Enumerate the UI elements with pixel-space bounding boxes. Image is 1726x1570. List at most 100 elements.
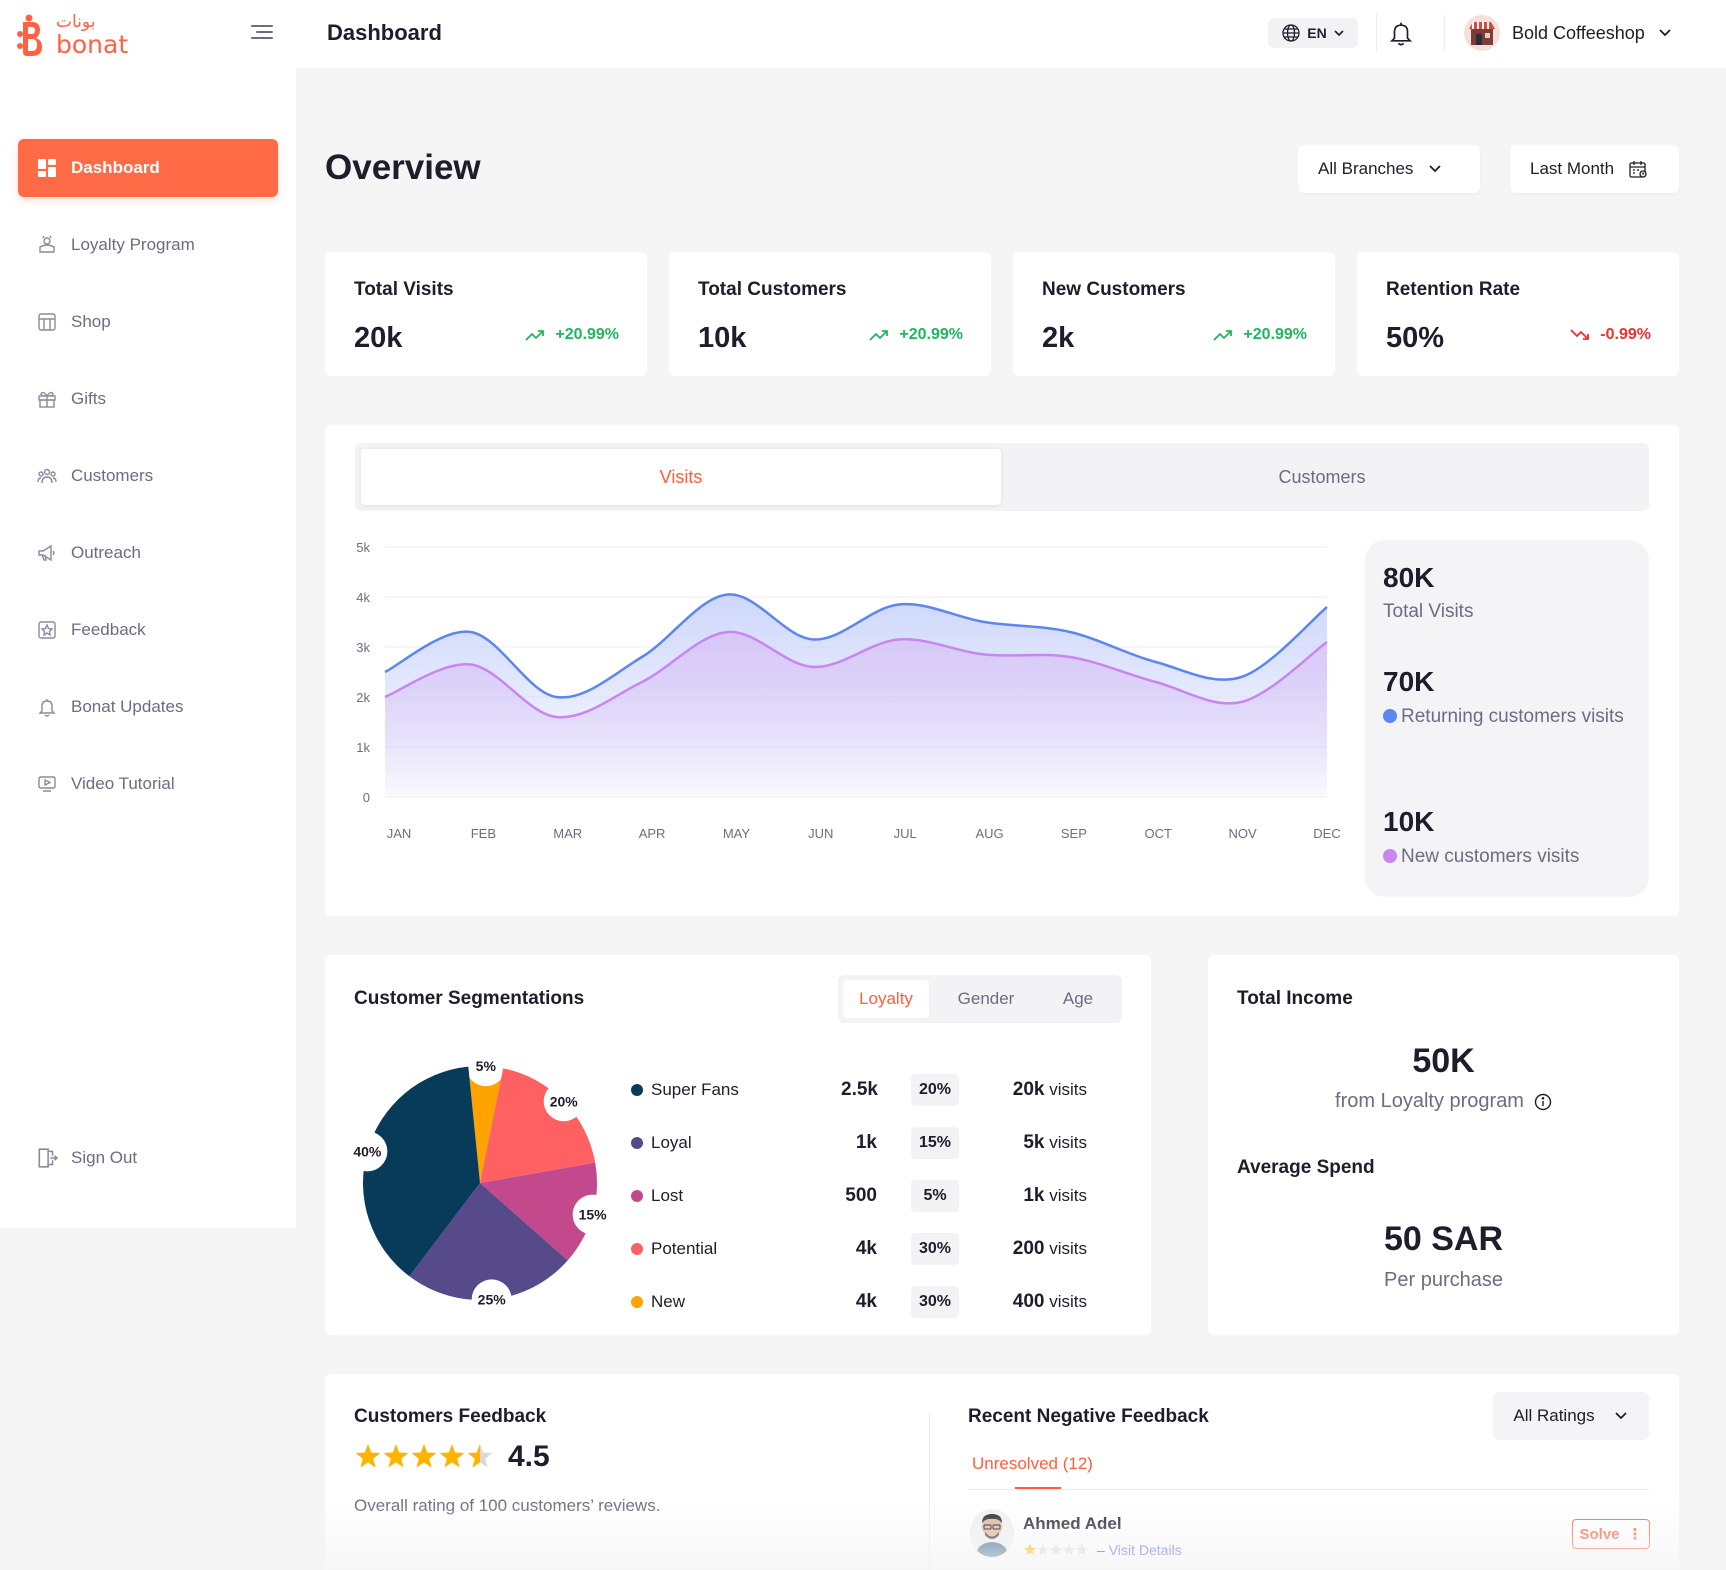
sidebar-item-feedback[interactable]: Feedback — [18, 601, 278, 659]
menu-collapse-icon[interactable] — [250, 22, 274, 42]
segment-name: Potential — [631, 1239, 841, 1259]
legend-dot-returning — [1383, 709, 1397, 723]
tab-unresolved[interactable]: Unresolved (12) — [972, 1454, 1093, 1473]
visit-details-link[interactable]: Visit Details — [1108, 1542, 1182, 1558]
new-visits-legend: New customers visits — [1383, 839, 1579, 874]
language-code: EN — [1307, 25, 1327, 41]
kpi-title: Total Customers — [698, 279, 847, 300]
kpi-change-value: +20.99% — [555, 326, 619, 343]
page-heading: Dashboard — [327, 20, 442, 45]
x-tick-label: APR — [639, 826, 666, 841]
pie-label: 15% — [579, 1207, 608, 1223]
gift-icon — [36, 388, 58, 410]
sidebar-item-customers[interactable]: Customers — [18, 447, 278, 505]
segment-name: Super Fans — [631, 1080, 841, 1100]
x-tick-label: DEC — [1313, 826, 1340, 841]
segmentation-pie-chart: 5% 20% 15% 25% 40% — [350, 1053, 610, 1313]
new-visits-label: New customers visits — [1401, 846, 1580, 867]
tab-customers[interactable]: Customers — [1278, 466, 1366, 487]
income-title: Total Income — [1237, 988, 1353, 1009]
segment-row: Lost 500 5% 1k visits — [631, 1176, 1131, 1216]
pie-label: 25% — [478, 1291, 507, 1307]
ratings-filter-dropdown[interactable]: All Ratings — [1493, 1392, 1649, 1440]
sidebar-item-label: Outreach — [71, 543, 141, 562]
language-selector[interactable]: EN — [1268, 18, 1358, 48]
tabs-divider — [968, 1489, 1649, 1490]
chart-tabs: Visits Customers — [355, 443, 1649, 511]
segment-name: Lost — [631, 1186, 841, 1206]
tab-loyalty[interactable]: Loyalty — [843, 980, 929, 1018]
sign-out-button[interactable]: Sign Out — [36, 1147, 137, 1169]
sidebar-item-gifts[interactable]: Gifts — [18, 370, 278, 428]
period-filter-button[interactable]: Last Month — [1510, 145, 1679, 193]
segment-visits: 20k visits — [979, 1079, 1087, 1101]
sign-out-icon — [38, 1148, 58, 1168]
kpi-change: +20.99% — [869, 326, 963, 344]
notification-bell-icon[interactable] — [1388, 20, 1414, 46]
kpi-value: 20k — [354, 322, 403, 354]
star-icon — [1023, 1543, 1037, 1556]
kpi-card-total-customers: Total Customers 10k +20.99% — [669, 252, 991, 376]
segment-row: Potential 4k 30% 200 visits — [631, 1229, 1131, 1269]
tab-age[interactable]: Age — [1062, 989, 1094, 1008]
solve-button[interactable]: Solve ⋮ — [1572, 1519, 1650, 1549]
period-filter-label: Last Month — [1530, 159, 1615, 178]
visits-area-chart: 0 1k 2k 3k 4k 5k JAN FEB MAR APR MAY JUN JUL AUG SEP OC… — [356, 540, 1340, 841]
sidebar-item-outreach[interactable]: Outreach — [18, 524, 278, 582]
pie-label-bubble — [543, 1081, 584, 1122]
logo-english-text: bonat — [56, 29, 129, 59]
users-icon — [36, 465, 58, 487]
segment-visits: 1k visits — [979, 1185, 1087, 1207]
star-icon — [1049, 1543, 1063, 1556]
chart-summary-panel: 80K Total Visits 70K Returning customers… — [1365, 540, 1649, 897]
income-subtitle-row: from Loyalty program — [1208, 1090, 1679, 1113]
pie-label: 5% — [476, 1058, 497, 1074]
sidebar-item-bonat-updates[interactable]: Bonat Updates — [18, 678, 278, 736]
kpi-title: Total Visits — [354, 279, 454, 300]
sidebar-item-video-tutorial[interactable]: Video Tutorial — [18, 755, 278, 813]
star-icon — [467, 1444, 493, 1468]
kpi-value: 10k — [698, 322, 747, 354]
sidebar-item-shop[interactable]: Shop — [18, 293, 278, 351]
segment-percentage: 20% — [911, 1074, 959, 1106]
star-icon — [1062, 1543, 1076, 1556]
pie-label: 20% — [550, 1093, 579, 1109]
branch-filter-label: All Branches — [1318, 159, 1414, 178]
x-tick-label: JUN — [808, 826, 833, 841]
sidebar-item-label: Bonat Updates — [71, 697, 184, 716]
y-tick-label: 3k — [356, 640, 370, 655]
segment-visits-unit: visits — [1049, 1186, 1087, 1205]
calendar-icon — [1629, 161, 1647, 178]
customers-feedback-card: Customers Feedback 4.5 Overall rating of… — [325, 1374, 1679, 1570]
segment-dot — [631, 1296, 643, 1308]
segment-visits: 400 visits — [979, 1291, 1087, 1313]
tab-gender[interactable]: Gender — [957, 989, 1015, 1008]
topbar-divider — [1444, 14, 1445, 52]
info-icon[interactable] — [1534, 1093, 1552, 1111]
x-tick-label: AUG — [975, 826, 1003, 841]
sidebar-item-label: Feedback — [71, 620, 146, 639]
kpi-title: New Customers — [1042, 279, 1186, 300]
tab-visits[interactable]: Visits — [361, 449, 1001, 505]
segment-name: New — [631, 1292, 841, 1312]
segment-percentage: 15% — [911, 1127, 959, 1159]
segment-dot — [631, 1137, 643, 1149]
bonat-logo[interactable]: بونات bonat — [16, 10, 128, 60]
segment-count: 4k — [855, 1238, 877, 1259]
branch-filter-dropdown[interactable]: All Branches — [1298, 145, 1480, 193]
rating-subtitle: Overall rating of 100 customers’ reviews… — [354, 1496, 661, 1515]
sidebar-item-loyalty-program[interactable]: Loyalty Program — [18, 216, 278, 274]
y-tick-label: 4k — [356, 590, 370, 605]
globe-icon — [1282, 24, 1300, 42]
series-area-1 — [385, 631, 1327, 797]
segment-row: Loyal 1k 15% 5k visits — [631, 1123, 1131, 1163]
sidebar-item-dashboard[interactable]: Dashboard — [18, 139, 278, 197]
bonat-logo-mark — [17, 14, 42, 56]
store-switcher[interactable]: Bold Coffeeshop — [1464, 14, 1673, 52]
solve-label: Solve — [1579, 1525, 1620, 1543]
kpi-card-new-customers: New Customers 2k +20.99% — [1013, 252, 1335, 376]
returning-visits-value: 70K — [1383, 666, 1435, 697]
sidebar-item-label: Gifts — [71, 389, 106, 408]
bell-icon — [36, 696, 58, 718]
segment-visits-value: 20k — [1012, 1079, 1045, 1100]
